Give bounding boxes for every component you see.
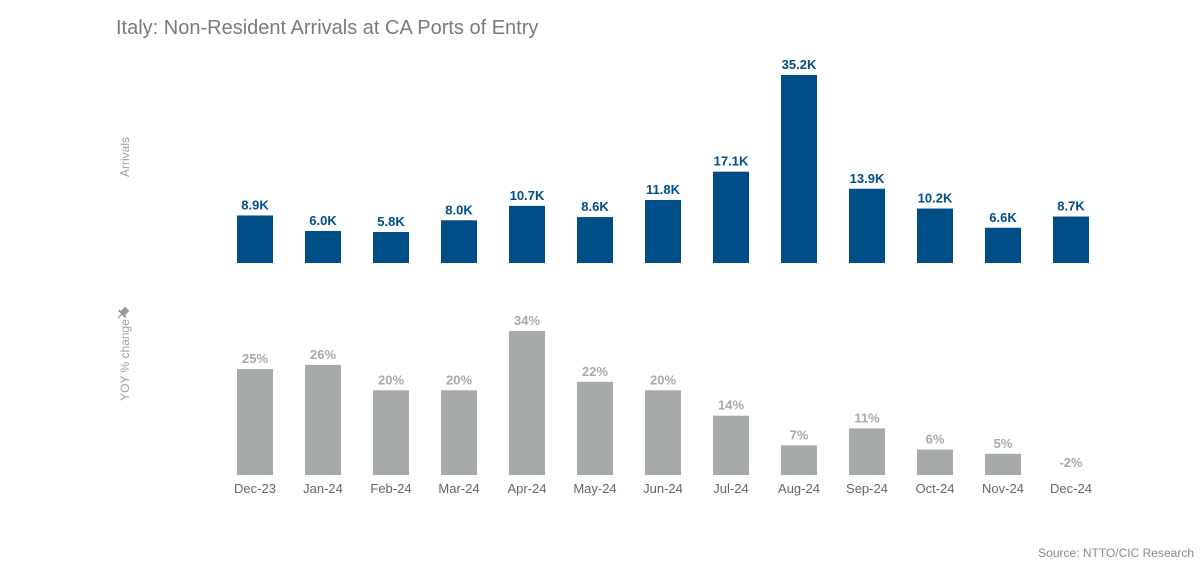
arrivals-data-label: 10.7K <box>510 188 545 203</box>
arrivals-data-label: 8.0K <box>445 202 473 217</box>
arrivals-bar <box>441 220 477 263</box>
x-tick-label: Oct-24 <box>915 481 954 496</box>
arrivals-data-label: 11.8K <box>646 182 681 197</box>
x-tick-label: Aug-24 <box>778 481 820 496</box>
arrivals-bar <box>305 230 341 263</box>
yoy-data-label: 6% <box>926 432 945 447</box>
arrivals-data-label: 8.7K <box>1057 199 1085 214</box>
yoy-axis-title: YOY % change <box>118 319 132 401</box>
arrivals-bar <box>781 75 817 263</box>
yoy-bar <box>917 449 953 475</box>
yoy-bar <box>781 445 817 475</box>
yoy-data-label: 5% <box>994 436 1013 451</box>
arrivals-bar <box>577 217 613 263</box>
x-tick-label: Feb-24 <box>370 481 411 496</box>
arrivals-data-label: 17.1K <box>714 154 749 169</box>
yoy-bar <box>305 364 341 475</box>
arrivals-data-label: 6.6K <box>989 210 1017 225</box>
yoy-bar <box>441 390 477 475</box>
x-tick-label: Nov-24 <box>982 481 1024 496</box>
yoy-bar <box>985 453 1021 475</box>
arrivals-data-label: 13.9K <box>850 171 885 186</box>
arrivals-bar <box>373 232 409 263</box>
x-tick-label: Dec-23 <box>234 481 276 496</box>
yoy-data-label: 20% <box>378 372 404 387</box>
arrivals-data-label: 8.9K <box>241 197 269 212</box>
arrivals-data-label: 35.2K <box>782 57 817 72</box>
yoy-bar <box>373 390 409 475</box>
yoy-data-label: 26% <box>310 347 336 362</box>
arrivals-bar <box>917 208 953 263</box>
pin-icon[interactable] <box>115 305 131 321</box>
x-tick-label: Jul-24 <box>713 481 748 496</box>
x-tick-label: Dec-24 <box>1050 481 1092 496</box>
arrivals-bar <box>1053 216 1089 263</box>
yoy-data-label: 20% <box>446 372 472 387</box>
arrivals-bar <box>237 215 273 263</box>
x-tick-label: Apr-24 <box>507 481 546 496</box>
yoy-bar <box>645 390 681 475</box>
arrivals-data-label: 6.0K <box>309 213 337 228</box>
x-tick-label: Sep-24 <box>846 481 888 496</box>
arrivals-bar <box>509 205 545 263</box>
x-tick-label: Jan-24 <box>303 481 343 496</box>
yoy-bar <box>577 381 613 475</box>
source-note: Source: NTTO/CIC Research <box>1038 546 1194 560</box>
yoy-bar <box>713 415 749 475</box>
arrivals-data-label: 5.8K <box>377 214 405 229</box>
yoy-data-label: 14% <box>718 398 744 413</box>
arrivals-bar <box>645 199 681 263</box>
x-tick-label: Mar-24 <box>438 481 479 496</box>
x-tick-label: May-24 <box>573 481 616 496</box>
yoy-data-label: 11% <box>854 410 880 425</box>
yoy-series: 25% 26% 20% 20% 34% 22% 20% 14% 7% 11% 6% 5% -2% <box>237 313 1083 475</box>
arrivals-data-label: 10.2K <box>918 191 953 206</box>
yoy-data-label: 20% <box>650 372 676 387</box>
yoy-bar <box>237 369 273 475</box>
arrivals-data-label: 8.6K <box>581 199 609 214</box>
yoy-bar <box>509 331 545 475</box>
yoy-bar <box>849 428 885 475</box>
yoy-data-label: 25% <box>242 351 268 366</box>
arrivals-bar <box>985 227 1021 263</box>
x-tick-label: Jun-24 <box>643 481 683 496</box>
x-axis-ticks: Dec-23 Jan-24 Feb-24 Mar-24 Apr-24 May-24 Jun-… <box>234 481 1092 496</box>
arrivals-bar <box>849 188 885 263</box>
yoy-data-label: 22% <box>582 364 608 379</box>
yoy-data-label: -2% <box>1059 455 1083 470</box>
yoy-data-label: 34% <box>514 313 540 328</box>
arrivals-bar <box>713 171 749 263</box>
yoy-data-label: 7% <box>790 427 809 442</box>
arrivals-axis-title: Arrivals <box>118 137 132 177</box>
chart-title: Italy: Non-Resident Arrivals at CA Ports… <box>116 17 539 39</box>
arrivals-series: 8.9K 6.0K 5.8K 8.0K 10.7K 8.6K 11.8K 17.1K 35.2K… <box>237 57 1089 263</box>
